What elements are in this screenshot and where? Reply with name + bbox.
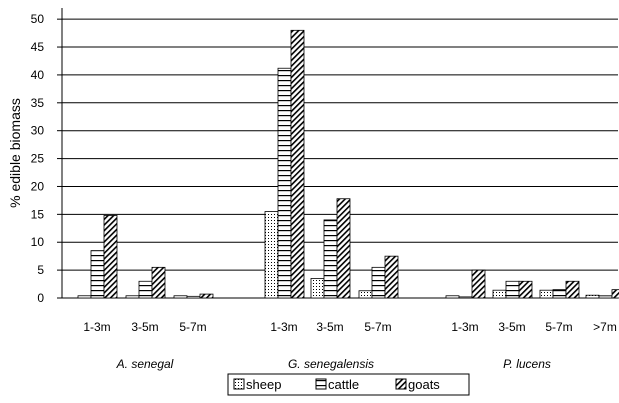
y-tick-label: 15 (31, 207, 45, 221)
bar-sheep-asenegal-1 (77, 295, 92, 299)
bar-goats-plucens-1 (471, 269, 486, 299)
bar-cattle-plucens-2 (505, 280, 520, 299)
bar-cattle-plucens-1 (458, 296, 473, 299)
axis-labels: 0 5 10 15 20 25 30 35 40 45 50 % edible biomass 1-3m… (7, 12, 617, 371)
bar-sheep-plucens-3 (539, 289, 554, 299)
y-tick-label: 35 (31, 96, 45, 110)
bar-sheep-plucens-1 (445, 295, 460, 299)
y-tick-label: 10 (31, 235, 45, 249)
bar-goats-gsenegalensis-2 (336, 198, 351, 299)
bar-sheep-gsenegalensis-1 (264, 211, 279, 299)
bar-cattle-asenegal-1 (90, 250, 105, 299)
bar-sheep-plucens-4 (585, 294, 600, 299)
legend-swatch-cattle (315, 378, 327, 390)
bar-sheep-asenegal-2 (125, 295, 140, 299)
bar-goats-plucens-3 (565, 280, 580, 299)
legend-label-cattle: cattle (328, 377, 359, 392)
y-tick-label: 40 (31, 68, 45, 82)
y-tick-label: 5 (37, 263, 44, 277)
y-tick-label: 25 (31, 152, 45, 166)
bar-cattle-plucens-4 (598, 295, 613, 299)
legend-swatch-sheep (233, 378, 245, 390)
bar-goats-asenegal-1 (103, 215, 118, 299)
y-tick-label: 45 (31, 40, 45, 54)
bar-sheep-gsenegalensis-3 (358, 290, 373, 299)
y-tick-label: 20 (31, 179, 45, 193)
x-tick-label: 3-5m (316, 320, 343, 334)
bar-sheep-asenegal-3 (173, 295, 188, 299)
bar-cattle-asenegal-3 (186, 295, 201, 299)
bar-goats-gsenegalensis-3 (384, 255, 399, 299)
x-tick-label: >7m (593, 320, 617, 334)
bars (77, 29, 619, 299)
legend: sheep cattle goats (227, 373, 470, 396)
legend-box (227, 373, 470, 396)
x-tick-label: 1-3m (83, 320, 110, 334)
x-tick-label: 3-5m (131, 320, 158, 334)
group-label: A. senegal (116, 357, 174, 371)
bar-sheep-plucens-2 (492, 289, 507, 299)
bar-goats-gsenegalensis-1 (290, 29, 305, 299)
bar-cattle-gsenegalensis-3 (371, 266, 386, 299)
legend-swatch-goats (395, 378, 407, 390)
bar-cattle-plucens-3 (552, 289, 567, 299)
y-tick-label: 0 (37, 291, 44, 305)
x-tick-label: 5-7m (545, 320, 572, 334)
y-axis-label: % edible biomass (7, 98, 23, 208)
x-tick-label: 5-7m (179, 320, 206, 334)
grid-lines (62, 18, 618, 271)
x-tick-label: 5-7m (364, 320, 391, 334)
y-tick-label: 30 (31, 124, 45, 138)
legend-label-sheep: sheep (246, 377, 281, 392)
x-tick-label: 1-3m (451, 320, 478, 334)
bar-cattle-gsenegalensis-2 (323, 219, 338, 299)
x-tick-label: 1-3m (270, 320, 297, 334)
bar-goats-plucens-4 (611, 289, 619, 299)
bar-cattle-gsenegalensis-1 (277, 67, 292, 299)
group-label: P. lucens (503, 357, 551, 371)
bar-cattle-asenegal-2 (138, 280, 153, 299)
bar-goats-plucens-2 (518, 280, 533, 299)
bar-goats-asenegal-3 (199, 293, 214, 299)
bar-sheep-gsenegalensis-2 (310, 278, 325, 299)
bar-goats-asenegal-2 (151, 266, 166, 299)
x-tick-label: 3-5m (498, 320, 525, 334)
legend-label-goats: goats (408, 377, 440, 392)
y-tick-label: 50 (31, 12, 45, 26)
group-label: G. senegalensis (288, 357, 374, 371)
